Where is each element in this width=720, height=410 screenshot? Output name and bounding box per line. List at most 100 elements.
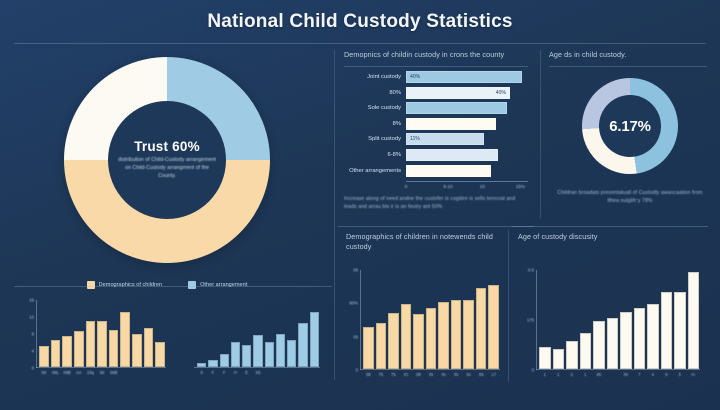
bar[interactable] (309, 312, 319, 367)
bar[interactable] (488, 284, 500, 369)
bar[interactable] (566, 341, 578, 369)
hbar-row[interactable]: 8% (338, 117, 534, 131)
x-tick-label (264, 370, 275, 375)
bar[interactable] (552, 349, 564, 369)
x-axis-labels: 09 09L 09B AA 15q 50 59B (38, 370, 166, 375)
hbar-row[interactable]: Other arrangements (338, 164, 534, 178)
x-tick-label: 56 (478, 372, 484, 377)
y-axis (360, 270, 361, 370)
bar[interactable] (155, 342, 166, 367)
bar[interactable] (242, 345, 252, 367)
x-tick-label: 9 (665, 372, 668, 377)
age-kpi-value: 6.17% (609, 117, 651, 135)
bar[interactable] (687, 271, 699, 369)
age-donut-panel: Age ds in child custody. 6.17% Childran … (545, 48, 715, 220)
y-tick-label: 175 (526, 317, 534, 323)
x-tick-label (131, 370, 143, 375)
bar[interactable] (660, 291, 672, 369)
bar[interactable] (219, 353, 229, 367)
bar[interactable] (62, 335, 72, 367)
x-tick-label: F (211, 370, 215, 375)
bar[interactable] (50, 339, 61, 367)
hbar-row[interactable]: 6-8% (338, 148, 534, 162)
x-tick-label: 08 (365, 372, 371, 377)
age-donut-title-divider (549, 66, 707, 67)
hbar-row-label: Sole custody (367, 105, 401, 112)
bar[interactable] (275, 333, 286, 367)
bar[interactable] (413, 313, 424, 369)
bar[interactable] (264, 342, 274, 367)
custody-hbar-caption: Increase along of need andne the custofe… (344, 196, 516, 210)
bar[interactable] (120, 311, 131, 367)
page-title: National Child Custody Statistics (207, 11, 513, 32)
bar[interactable] (388, 312, 399, 369)
x-tick-label: 59B (109, 370, 118, 375)
legend-item-other[interactable]: Other arrangement (188, 281, 247, 289)
age-donut-title: Age ds in child custody. (549, 50, 627, 59)
bar[interactable] (363, 327, 374, 369)
bar[interactable] (620, 311, 632, 369)
hbar-row[interactable]: Joint custody 40% (338, 70, 534, 84)
bar[interactable] (425, 307, 437, 369)
hbar-row[interactable]: Split custody 11% (338, 132, 534, 146)
x-tick-label (154, 370, 166, 375)
bar[interactable] (197, 363, 207, 367)
hbar-row[interactable]: Sole custody (338, 101, 534, 115)
bar[interactable] (579, 333, 591, 369)
bar[interactable] (539, 347, 551, 369)
bar[interactable] (253, 335, 263, 367)
x-axis-labels: 1 1 2 1 45 IN 7 4 9 5 IA (538, 372, 700, 377)
y-tick-label: 16 (29, 297, 34, 303)
y-tick-label: 8 (31, 331, 34, 337)
bar[interactable] (606, 317, 618, 369)
bar[interactable] (450, 299, 462, 369)
bar[interactable] (108, 330, 119, 367)
hbar-row[interactable]: 80% 40% (338, 86, 534, 100)
hbar-fill (406, 102, 507, 115)
bar[interactable] (633, 307, 645, 369)
trust-donut-chart: Trust 60% distribution of Child-Custody … (64, 57, 270, 263)
hbar-track (406, 117, 534, 130)
bar[interactable] (39, 346, 49, 367)
legend-item-demographics[interactable]: Demographics of children (86, 281, 162, 289)
bottom-left-divider (14, 286, 332, 287)
bar[interactable] (208, 360, 218, 367)
x-tick-label: 08 (416, 372, 421, 377)
x-tick-label: 1 (557, 372, 560, 377)
hbar-track (406, 102, 534, 115)
bar[interactable] (674, 291, 686, 369)
bar[interactable] (375, 323, 387, 369)
x-tick-label: E (245, 370, 249, 375)
x-tick-label (286, 370, 297, 375)
custody-hbar-title-divider (344, 66, 528, 67)
y-tick-label: 12 (29, 314, 34, 320)
bar[interactable] (73, 331, 84, 367)
x-tick-label: 50 (99, 370, 105, 375)
bar[interactable] (287, 340, 297, 367)
y-tick-label: 0 (31, 365, 34, 371)
x-tick-label: 0 (200, 370, 203, 375)
x-tick-label: 2 (570, 372, 573, 377)
bar[interactable] (647, 303, 659, 369)
bar[interactable] (298, 322, 308, 367)
x-tick-label: X5 (255, 370, 261, 375)
bar[interactable] (438, 301, 449, 369)
legend-swatch-tan (86, 281, 95, 289)
bar[interactable] (463, 299, 474, 369)
hbar-row-label: Split custody (368, 136, 401, 143)
y-tick-label: 0 (531, 367, 534, 373)
bar[interactable] (593, 321, 605, 369)
bar[interactable] (85, 320, 96, 367)
bar[interactable] (97, 320, 107, 367)
bar[interactable] (143, 328, 154, 367)
x-tick-label: 09 (41, 370, 47, 375)
bar[interactable] (132, 334, 142, 367)
bar[interactable] (230, 342, 241, 367)
custody-hbar-x-axis (406, 181, 528, 182)
hbar-value-label: 40% (410, 74, 421, 80)
column-separator-3 (508, 230, 509, 382)
bar[interactable] (400, 303, 412, 369)
bar[interactable] (475, 287, 487, 369)
bottom-mid-panel: Demographics of children in notewends ch… (344, 232, 508, 382)
